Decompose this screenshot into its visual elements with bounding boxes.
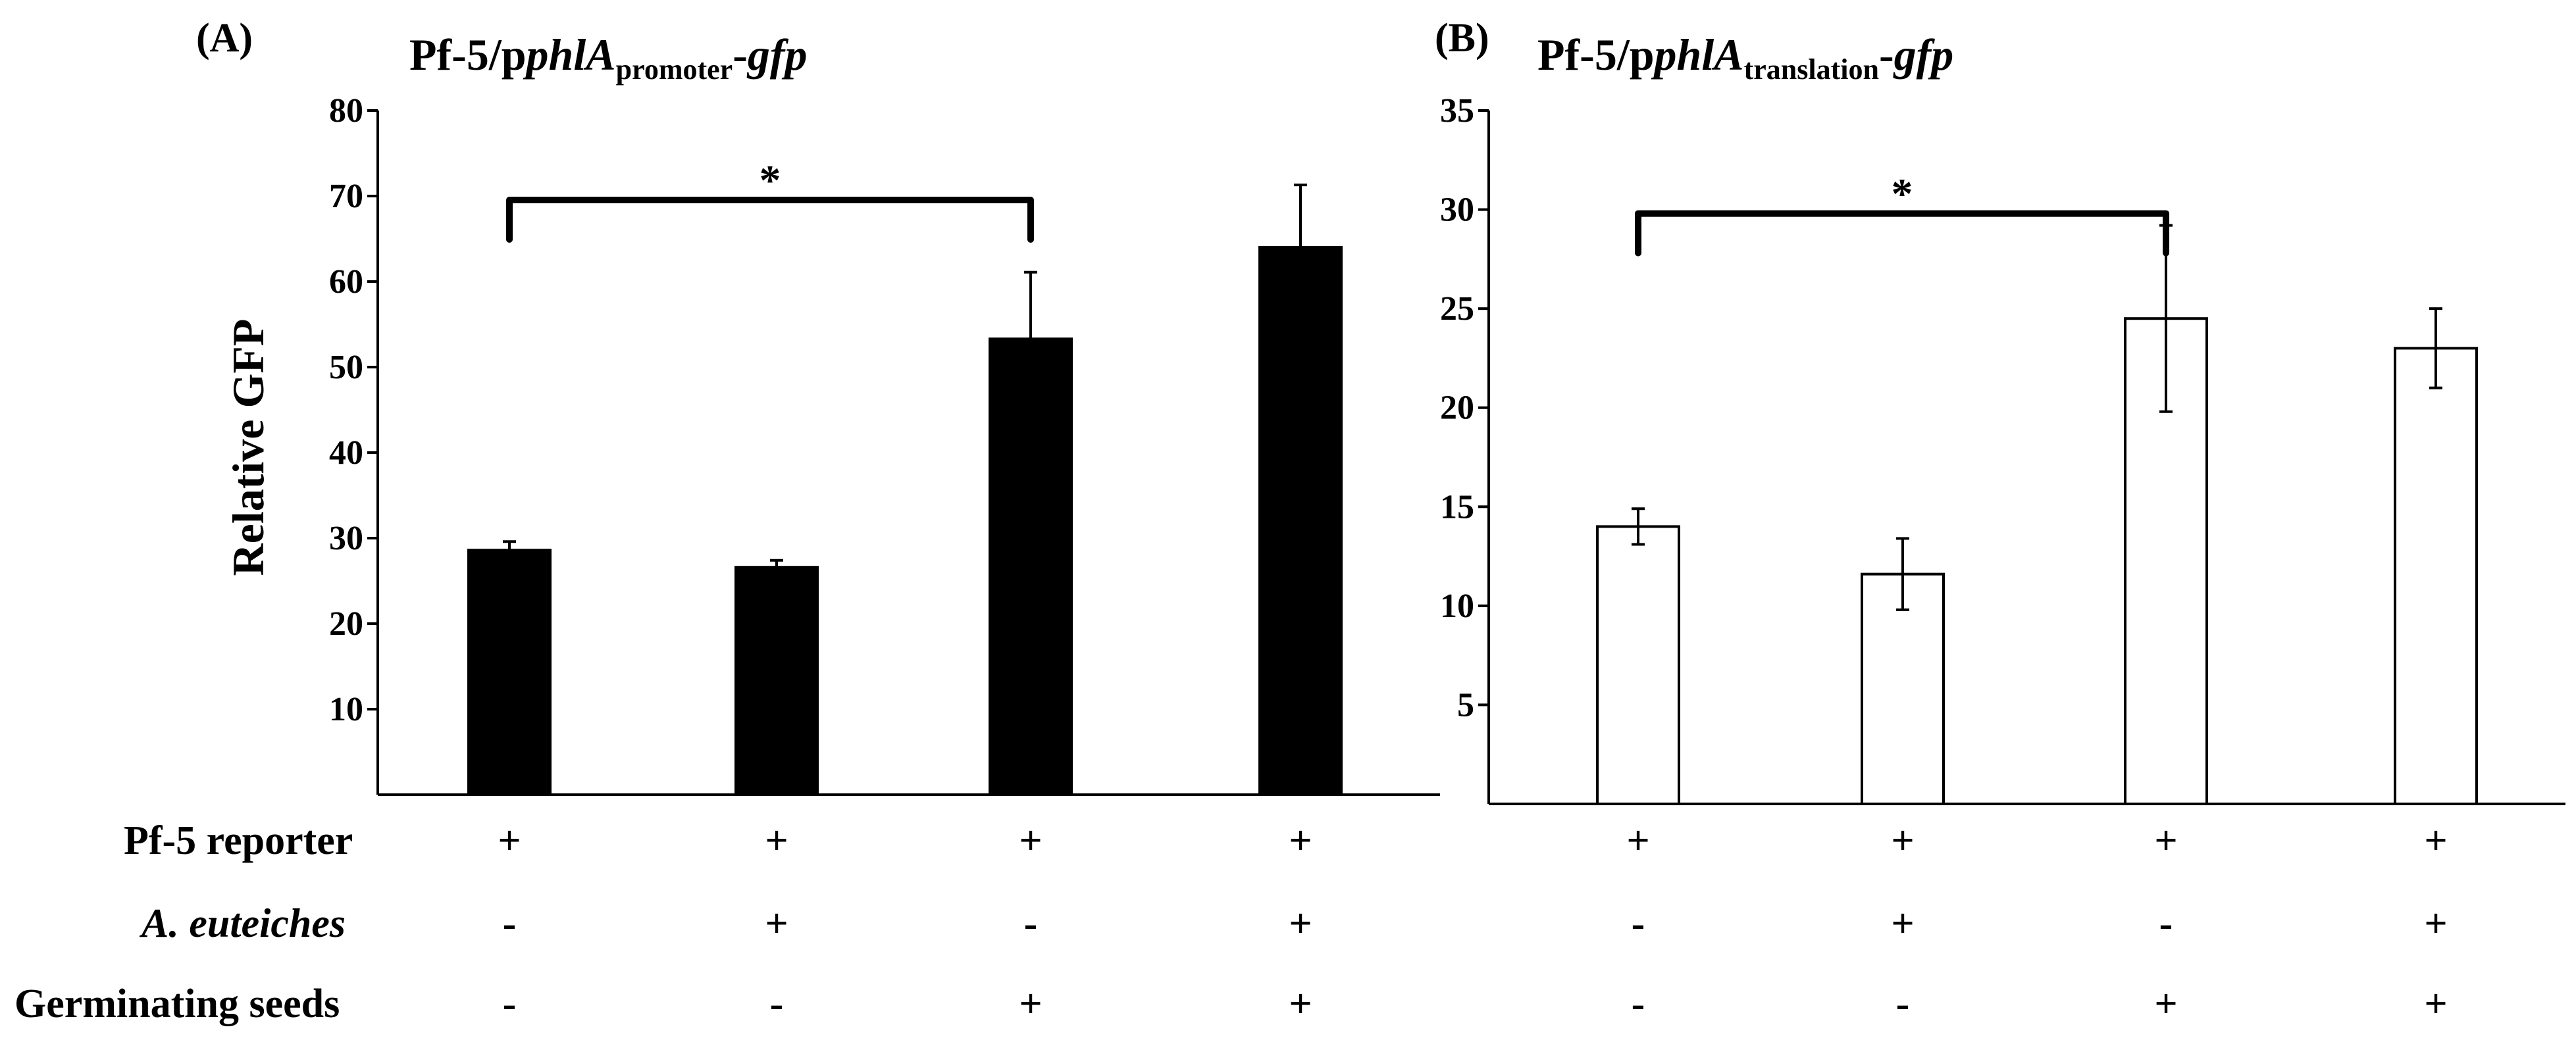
panel-b-label: (B) [1435,16,1489,61]
y-tick-label: 20 [329,605,363,643]
condition-mark: - [1896,982,1910,1026]
panel-b: (B) Pf-5/pphlAtranslation-gfp 5 10 15 20 25 3… [1435,16,2565,806]
panel-a-y-axis-label: Relative GFP [223,319,273,576]
condition-mark: + [2424,901,2447,946]
condition-mark: - [503,982,517,1026]
condition-mark: + [765,818,788,863]
y-tick-label: 40 [329,434,363,472]
y-tick-label: 70 [329,178,363,215]
bar [734,566,819,796]
condition-mark: - [503,901,517,946]
y-tick-label: 5 [1457,686,1474,724]
condition-mark: + [1626,818,1649,863]
panel-b-error-bars [1632,224,2442,611]
panel-a-error-bars [503,184,1307,568]
condition-mark: + [1289,982,1312,1026]
condition-mark: - [2159,901,2173,946]
condition-mark: + [1289,818,1312,863]
y-tick-label: 20 [1440,389,1474,427]
condition-mark: + [2154,818,2177,863]
condition-marks: + + + + + + + + - + - + - + - + - - + + - - + + [498,818,2447,1026]
y-tick-label: 50 [329,349,363,386]
panel-b-bars [1596,317,2478,806]
panel-b-title: Pf-5/pphlAtranslation-gfp [1537,30,1953,86]
panel-a: (A) Pf-5/pphlApromoter-gfp Relative GFP … [196,16,1440,796]
condition-mark: + [2424,982,2447,1026]
condition-mark: + [1019,982,1042,1026]
condition-mark: - [770,982,784,1026]
row-label-a-euteiches: A. euteiches [139,901,346,946]
condition-mark: + [2154,982,2177,1026]
row-label-germinating-seeds: Germinating seeds [14,982,340,1026]
bar [1596,525,1680,806]
condition-table: Pf-5 reporter A. euteiches Germinating s… [14,818,2448,1026]
panel-b-significance: * [1635,170,2169,257]
y-tick-label: 15 [1440,488,1474,526]
y-tick-label: 30 [1440,191,1474,229]
panel-a-bars [467,246,1343,796]
y-tick-label: 10 [329,691,363,728]
panel-a-title: Pf-5/pphlApromoter-gfp [409,30,808,86]
panel-b-y-ticks: 5 10 15 20 25 30 35 [1440,92,1489,724]
condition-mark: + [1891,818,1914,863]
condition-mark: - [1632,901,1645,946]
panel-a-significance: * [506,157,1034,243]
y-tick-label: 80 [329,92,363,130]
bar [467,549,552,796]
y-tick-label: 25 [1440,290,1474,328]
panel-a-significance-bracket [506,197,1034,243]
panel-a-y-ticks: 10 20 30 40 50 60 70 80 [329,92,378,728]
panel-b-significance-bracket [1635,210,2169,257]
y-tick-label: 60 [329,263,363,301]
panel-b-significance-star: * [1892,170,1913,218]
panel-a-label: (A) [196,16,253,61]
condition-mark: + [2424,818,2447,863]
bar [989,337,1073,796]
bar [1861,572,1945,805]
condition-mark: + [498,818,521,863]
y-tick-label: 35 [1440,92,1474,130]
row-label-pf5-reporter: Pf-5 reporter [124,818,353,863]
y-tick-label: 30 [329,520,363,557]
condition-mark: - [1632,982,1645,1026]
condition-mark: + [1891,901,1914,946]
condition-mark: + [765,901,788,946]
bar [2394,347,2478,805]
condition-mark: + [1289,901,1312,946]
panel-a-significance-star: * [760,157,781,205]
bar [1258,246,1343,796]
y-tick-label: 10 [1440,587,1474,625]
condition-mark: + [1019,818,1042,863]
condition-mark: - [1024,901,1038,946]
